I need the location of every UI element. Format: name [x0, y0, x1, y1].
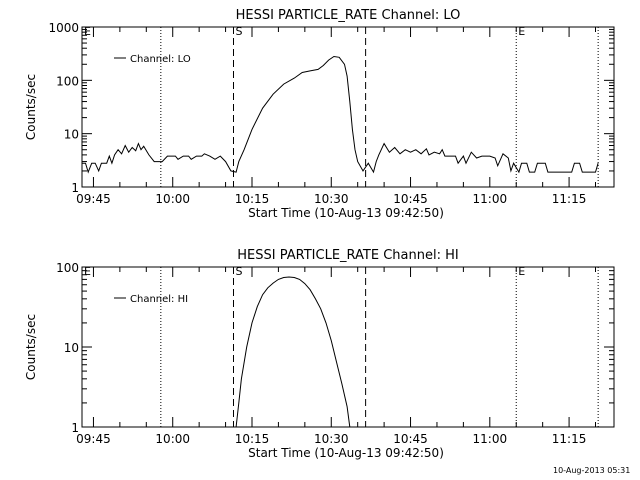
chart1-x-tick-label: 09:45: [76, 192, 111, 206]
chart1-x-tick-label: 11:15: [552, 192, 587, 206]
chart2-x-tick-label: 11:15: [552, 432, 587, 446]
chart1-marker-label: E: [518, 25, 525, 38]
chart2-marker-label: S: [235, 265, 242, 278]
chart2-marker-label: E: [518, 265, 525, 278]
footer-timestamp: 10-Aug-2013 05:31: [553, 466, 631, 475]
chart1-x-tick-label: 10:15: [235, 192, 270, 206]
chart2-y-tick-label: 100: [56, 261, 79, 275]
chart1-marker-label: S: [235, 25, 242, 38]
chart1-marker-label: E: [84, 25, 91, 38]
chart2-y-tick-label: 1: [71, 421, 79, 435]
chart1-y-axis-label: Counts/sec: [24, 74, 38, 140]
chart2-y-axis-label: Counts/sec: [24, 314, 38, 380]
chart1-plot-frame: [81, 26, 615, 188]
chart1-x-tick-label: 10:30: [314, 192, 349, 206]
chart2-title: HESSI PARTICLE_RATE Channel: HI: [237, 248, 458, 263]
chart2-legend-label: Channel: HI: [130, 294, 188, 305]
chart2-y-tick-label: 10: [64, 341, 79, 355]
chart2-x-tick-label: 09:45: [76, 432, 111, 446]
chart1-title: HESSI PARTICLE_RATE Channel: LO: [236, 8, 461, 23]
chart2-plot-frame: [81, 266, 615, 428]
chart1-x-tick-label: 10:00: [155, 192, 190, 206]
chart2-x-axis-label: Start Time (10-Aug-13 09:42:50): [248, 446, 444, 460]
chart1-legend-label: Channel: LO: [130, 54, 191, 65]
chart1-x-tick-label: 11:00: [473, 192, 508, 206]
chart2-x-tick-label: 10:00: [155, 432, 190, 446]
chart1-y-tick-label: 100: [56, 74, 79, 88]
chart1-x-axis-label: Start Time (10-Aug-13 09:42:50): [248, 206, 444, 220]
chart2-x-tick-label: 11:00: [473, 432, 508, 446]
chart2-x-tick-label: 10:30: [314, 432, 349, 446]
chart1-y-tick-label: 1000: [48, 21, 79, 35]
chart2-marker-label: E: [84, 265, 91, 278]
chart1-y-tick-label: 10: [64, 128, 79, 142]
chart2-series-line: [235, 276, 351, 428]
chart1-x-tick-label: 10:45: [393, 192, 428, 206]
chart2-x-tick-label: 10:15: [235, 432, 270, 446]
chart2-x-tick-label: 10:45: [393, 432, 428, 446]
chart1-series-line: [82, 55, 599, 174]
chart1-y-tick-label: 1: [71, 181, 79, 195]
